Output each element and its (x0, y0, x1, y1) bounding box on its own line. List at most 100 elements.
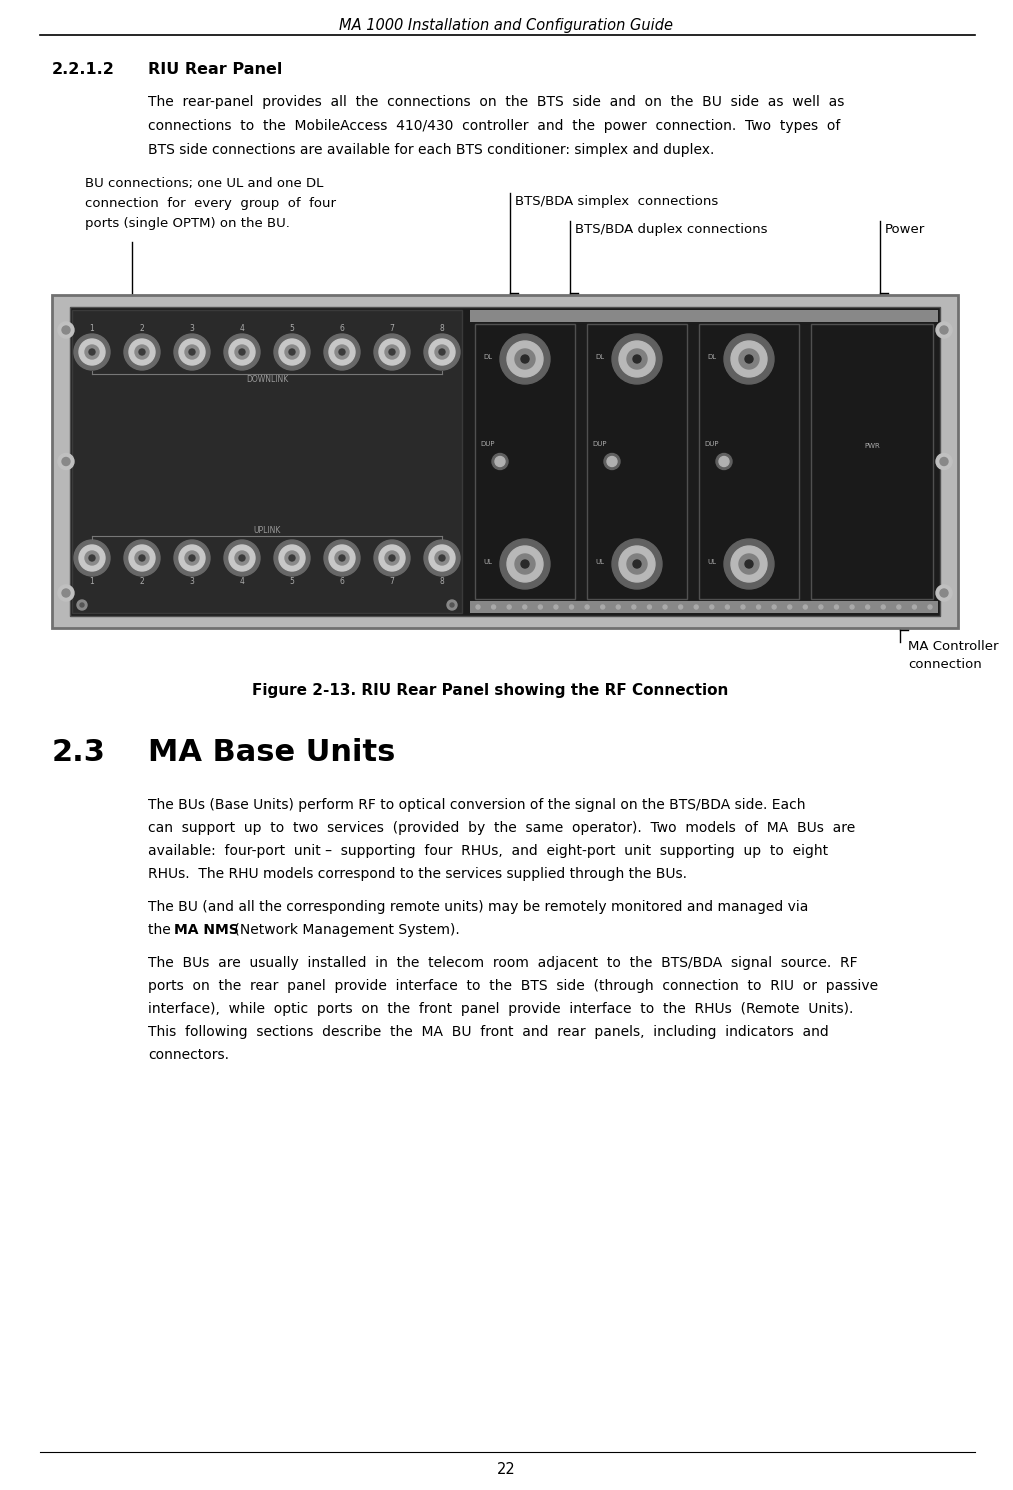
Circle shape (135, 346, 149, 359)
Text: 2: 2 (140, 323, 145, 332)
Circle shape (179, 545, 205, 571)
Circle shape (89, 554, 95, 562)
Circle shape (819, 605, 823, 609)
Circle shape (189, 554, 194, 562)
Circle shape (339, 349, 345, 355)
FancyBboxPatch shape (811, 323, 933, 599)
Text: 6: 6 (339, 577, 344, 586)
Text: 5: 5 (290, 577, 295, 586)
Circle shape (85, 346, 99, 359)
Circle shape (521, 560, 529, 568)
Circle shape (279, 340, 305, 365)
Text: BTS/BDA simplex  connections: BTS/BDA simplex connections (515, 195, 718, 209)
Circle shape (129, 545, 155, 571)
Text: UL: UL (707, 559, 716, 565)
Circle shape (139, 554, 145, 562)
FancyBboxPatch shape (72, 310, 462, 612)
Circle shape (523, 605, 527, 609)
Circle shape (508, 605, 512, 609)
FancyBboxPatch shape (699, 323, 799, 599)
Text: RHUs.  The RHU models correspond to the services supplied through the BUs.: RHUs. The RHU models correspond to the s… (148, 867, 687, 881)
Circle shape (612, 334, 663, 384)
Circle shape (239, 349, 245, 355)
Circle shape (139, 349, 145, 355)
Circle shape (428, 340, 455, 365)
Circle shape (274, 539, 310, 577)
Circle shape (850, 605, 854, 609)
Circle shape (739, 554, 759, 574)
Circle shape (679, 605, 683, 609)
Text: DL: DL (595, 355, 604, 361)
Circle shape (174, 539, 210, 577)
Circle shape (619, 545, 655, 583)
Circle shape (745, 560, 753, 568)
Circle shape (385, 551, 399, 565)
Text: 6: 6 (339, 323, 344, 332)
Text: 4: 4 (239, 323, 244, 332)
Text: 8: 8 (440, 323, 445, 332)
Text: DUP: DUP (592, 441, 607, 447)
Circle shape (329, 545, 355, 571)
Circle shape (936, 322, 952, 338)
Text: PWR: PWR (864, 444, 880, 450)
Text: MA 1000 Installation and Configuration Guide: MA 1000 Installation and Configuration G… (339, 18, 673, 33)
Circle shape (185, 551, 199, 565)
Circle shape (324, 539, 360, 577)
Circle shape (491, 605, 495, 609)
Circle shape (385, 346, 399, 359)
Circle shape (428, 545, 455, 571)
Text: MA NMS: MA NMS (174, 922, 239, 937)
Circle shape (897, 605, 901, 609)
Circle shape (374, 539, 410, 577)
Circle shape (940, 326, 948, 334)
Circle shape (374, 334, 410, 370)
Circle shape (74, 539, 110, 577)
Circle shape (235, 346, 249, 359)
Circle shape (569, 605, 573, 609)
Text: 2.3: 2.3 (52, 738, 106, 767)
Text: BTS side connections are available for each BTS conditioner: simplex and duplex.: BTS side connections are available for e… (148, 143, 714, 156)
Circle shape (725, 605, 729, 609)
Circle shape (772, 605, 776, 609)
Circle shape (424, 334, 460, 370)
Circle shape (664, 605, 667, 609)
Text: 1: 1 (89, 577, 94, 586)
Circle shape (719, 456, 729, 466)
FancyBboxPatch shape (70, 307, 940, 615)
Circle shape (274, 334, 310, 370)
Text: connection: connection (908, 659, 982, 670)
Text: UPLINK: UPLINK (253, 526, 281, 535)
Text: The BUs (Base Units) perform RF to optical conversion of the signal on the BTS/B: The BUs (Base Units) perform RF to optic… (148, 799, 805, 812)
Circle shape (619, 341, 655, 377)
Text: 5: 5 (290, 323, 295, 332)
Circle shape (731, 545, 767, 583)
Circle shape (435, 551, 449, 565)
Circle shape (616, 605, 620, 609)
Circle shape (632, 605, 636, 609)
Circle shape (739, 349, 759, 370)
Circle shape (936, 453, 952, 469)
FancyBboxPatch shape (475, 323, 575, 599)
Circle shape (335, 551, 349, 565)
Circle shape (289, 349, 295, 355)
Circle shape (601, 605, 605, 609)
Circle shape (450, 603, 454, 606)
Circle shape (58, 322, 74, 338)
Text: MA Controller: MA Controller (908, 641, 999, 653)
Circle shape (62, 589, 70, 597)
Circle shape (940, 457, 948, 465)
Circle shape (58, 453, 74, 469)
Circle shape (239, 554, 245, 562)
Circle shape (85, 551, 99, 565)
Text: connectors.: connectors. (148, 1047, 229, 1062)
Text: 7: 7 (390, 323, 394, 332)
Circle shape (339, 554, 345, 562)
Text: ports  on  the  rear  panel  provide  interface  to  the  BTS  side  (through  c: ports on the rear panel provide interfac… (148, 979, 878, 992)
Circle shape (179, 340, 205, 365)
Circle shape (586, 605, 590, 609)
Circle shape (285, 551, 299, 565)
Text: 2.2.1.2: 2.2.1.2 (52, 63, 114, 77)
Text: 3: 3 (189, 577, 194, 586)
Circle shape (647, 605, 651, 609)
Circle shape (389, 349, 395, 355)
